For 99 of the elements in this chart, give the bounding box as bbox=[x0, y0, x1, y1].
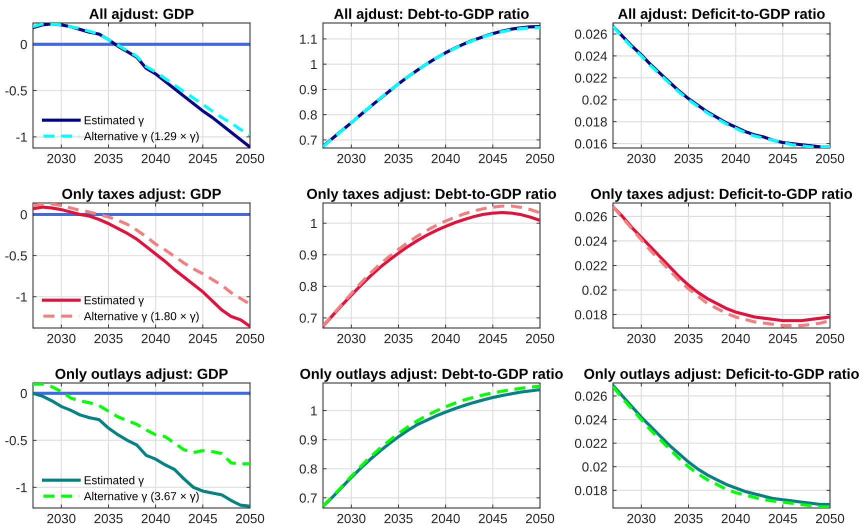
chart-title: Only outlays adjust: Deficit-to-GDP ratio bbox=[584, 368, 859, 382]
x-tick-label: 2040 bbox=[432, 334, 460, 344]
y-tick-label: 0.02 bbox=[582, 95, 607, 105]
chart-title: Only taxes adjust: Deficit-to-GDP ratio bbox=[591, 188, 852, 202]
legend-label: Estimated γ bbox=[84, 116, 144, 127]
y-tick-label: 0.024 bbox=[574, 51, 608, 61]
x-tick-label: 2045 bbox=[478, 154, 507, 164]
x-tick-label: 2040 bbox=[722, 334, 750, 344]
x-tick-label: 2045 bbox=[768, 154, 797, 164]
chart-title: Only taxes adjust: GDP bbox=[62, 188, 221, 202]
x-tick-label: 2040 bbox=[432, 514, 460, 524]
y-tick-label: 0.024 bbox=[574, 415, 608, 424]
y-tick-label: 0.7 bbox=[300, 313, 317, 323]
x-tick-label: 2030 bbox=[627, 154, 656, 164]
y-tick-label: 0.018 bbox=[574, 117, 607, 127]
y-tick-label: 0.8 bbox=[300, 464, 317, 474]
y-tick-label: 0.9 bbox=[300, 84, 317, 94]
legend-label: Estimated γ bbox=[84, 296, 144, 307]
legend-label: Estimated γ bbox=[84, 476, 144, 487]
x-tick-label: 2045 bbox=[188, 514, 217, 524]
y-tick-label: -0.5 bbox=[5, 436, 27, 446]
x-tick-label: 2045 bbox=[478, 514, 507, 524]
x-tick-label: 2050 bbox=[526, 334, 554, 344]
x-tick-label: 2035 bbox=[94, 334, 123, 344]
x-tick-label: 2030 bbox=[47, 154, 76, 164]
x-tick-label: 2035 bbox=[94, 514, 123, 524]
y-tick-label: 0.026 bbox=[574, 212, 607, 222]
x-tick-label: 2050 bbox=[236, 154, 264, 164]
x-tick-label: 2040 bbox=[142, 334, 170, 344]
y-tick-label: 0.016 bbox=[574, 139, 607, 149]
chart-title: Only taxes adjust: Debt-to-GDP ratio bbox=[307, 188, 556, 202]
x-tick-label: 2040 bbox=[722, 514, 750, 524]
chart-title: All ajdust: Debt-to-GDP ratio bbox=[334, 8, 529, 22]
y-tick-label: 0.02 bbox=[582, 286, 607, 295]
y-tick-label: 0.8 bbox=[300, 282, 317, 292]
x-tick-label: 2035 bbox=[674, 154, 703, 164]
x-tick-label: 2050 bbox=[526, 154, 554, 164]
x-tick-label: 2035 bbox=[384, 154, 413, 164]
y-tick-label: -1 bbox=[16, 132, 27, 142]
x-tick-label: 2050 bbox=[816, 514, 844, 524]
line-series bbox=[33, 206, 250, 328]
y-tick-label: 1 bbox=[311, 60, 317, 69]
y-tick-label: 0.024 bbox=[574, 236, 608, 246]
x-tick-label: 2045 bbox=[768, 514, 797, 524]
x-tick-label: 2040 bbox=[722, 154, 750, 164]
chart-title: All ajdust: Deficit-to-GDP ratio bbox=[618, 8, 825, 22]
x-tick-label: 2050 bbox=[236, 334, 264, 344]
y-tick-label: 0.9 bbox=[300, 435, 317, 445]
x-tick-label: 2035 bbox=[94, 154, 123, 164]
y-tick-label: 0.026 bbox=[574, 392, 607, 401]
y-tick-label: -1 bbox=[16, 292, 27, 302]
y-tick-label: 0 bbox=[20, 388, 27, 398]
x-tick-label: 2035 bbox=[384, 514, 413, 524]
x-tick-label: 2040 bbox=[142, 514, 170, 524]
y-tick-label: 0.02 bbox=[582, 462, 607, 472]
x-tick-label: 2030 bbox=[337, 334, 366, 344]
x-tick-label: 2045 bbox=[768, 334, 797, 344]
y-tick-label: 1.1 bbox=[300, 34, 317, 44]
y-tick-label: 0.7 bbox=[300, 493, 317, 503]
y-tick-label: 1 bbox=[311, 406, 317, 416]
x-tick-label: 2035 bbox=[384, 334, 413, 344]
x-tick-label: 2045 bbox=[478, 334, 507, 344]
y-tick-label: 1 bbox=[311, 218, 317, 228]
x-tick-label: 2030 bbox=[47, 514, 76, 524]
x-tick-label: 2035 bbox=[674, 334, 703, 344]
y-tick-label: 0.018 bbox=[574, 486, 607, 496]
y-tick-label: 0.9 bbox=[300, 250, 317, 260]
y-tick-label: -0.5 bbox=[5, 251, 27, 261]
chart-title: All ajdust: GDP bbox=[89, 8, 194, 22]
y-tick-label: -1 bbox=[16, 483, 27, 492]
x-tick-label: 2040 bbox=[432, 154, 460, 164]
y-tick-label: 0.018 bbox=[574, 310, 607, 320]
y-tick-label: -0.5 bbox=[5, 86, 27, 96]
y-tick-label: 0.022 bbox=[574, 261, 607, 270]
x-tick-label: 2030 bbox=[627, 334, 656, 344]
x-tick-label: 2045 bbox=[188, 154, 217, 164]
legend-label: Alternative γ (1.29 × γ) bbox=[84, 132, 199, 143]
x-tick-label: 2050 bbox=[816, 154, 844, 164]
chart-title: Only outlays adjust: Debt-to-GDP ratio bbox=[300, 368, 563, 382]
y-tick-label: 0.8 bbox=[300, 110, 317, 120]
x-tick-label: 2030 bbox=[627, 514, 656, 524]
legend-label: Alternative γ (1.80 × γ) bbox=[84, 312, 199, 323]
x-tick-label: 2050 bbox=[816, 334, 844, 344]
legend-label: Alternative γ (3.67 × γ) bbox=[84, 492, 199, 503]
x-tick-label: 2045 bbox=[188, 334, 217, 344]
y-tick-label: 0.026 bbox=[574, 30, 607, 39]
y-tick-label: 0.7 bbox=[300, 135, 317, 145]
y-tick-label: 0 bbox=[20, 40, 27, 50]
x-tick-label: 2035 bbox=[674, 514, 703, 524]
y-tick-label: 0.022 bbox=[574, 73, 607, 83]
x-tick-label: 2040 bbox=[142, 154, 170, 164]
x-tick-label: 2030 bbox=[47, 334, 76, 344]
x-tick-label: 2030 bbox=[337, 154, 366, 164]
y-tick-label: 0 bbox=[20, 210, 27, 220]
x-tick-label: 2050 bbox=[236, 514, 264, 524]
x-tick-label: 2030 bbox=[337, 514, 366, 524]
y-tick-label: 0.022 bbox=[574, 438, 607, 448]
x-tick-label: 2050 bbox=[526, 514, 554, 524]
chart-title: Only outlays adjust: GDP bbox=[55, 368, 228, 382]
